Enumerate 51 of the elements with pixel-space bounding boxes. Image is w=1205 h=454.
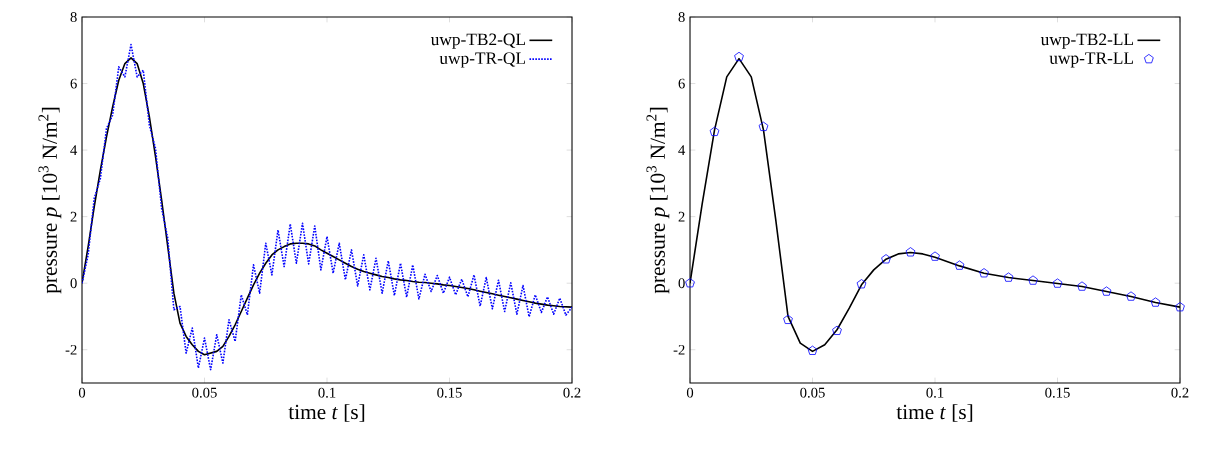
legend-label: uwp-TR-LL (1049, 52, 1133, 68)
point (758, 121, 769, 131)
x-tick-label: 0.15 (1045, 387, 1070, 398)
y-tick-label: 8 (678, 12, 685, 22)
x-tick-label: 0.15 (437, 387, 462, 398)
x-tick-label: 0.2 (563, 387, 581, 398)
x-tick-label: 0.2 (1171, 387, 1189, 398)
point (856, 279, 867, 289)
y-tick-label: -2 (673, 344, 685, 355)
point (1175, 302, 1185, 312)
y-tick-label: 6 (678, 78, 685, 89)
point (1101, 286, 1112, 296)
y-tick-label: 2 (70, 211, 77, 222)
point (1150, 297, 1161, 307)
legend-label: uwp-TB2-LL (1040, 33, 1133, 49)
point (1003, 272, 1014, 282)
x-tick-label: 0 (686, 387, 694, 398)
y-axis-title: pressure p [10$^{3}$ N/m$^{2}$] (646, 107, 670, 294)
point (881, 254, 891, 264)
x-tick-label: 0.1 (318, 387, 336, 398)
y-tick-label: 0 (70, 278, 77, 289)
x-tick-label: 0.1 (926, 387, 944, 398)
point (783, 314, 793, 324)
y-tick-label: 8 (70, 12, 77, 22)
y-axis-title: pressure p [10$^{3}$ N/m$^{2}$] (38, 107, 62, 294)
point (1028, 275, 1038, 285)
point (734, 51, 744, 62)
point (930, 251, 940, 261)
y-tick-label: 6 (70, 78, 77, 89)
legend-label: uwp-TB2-QL (430, 33, 525, 49)
point (807, 345, 818, 355)
point (1126, 291, 1136, 301)
y-tick-label: 4 (678, 145, 686, 155)
point (1052, 278, 1063, 288)
y-tick-label: -2 (65, 344, 77, 355)
x-tick-label: 0.05 (192, 387, 217, 398)
x-axis-title: time t [s] (288, 404, 365, 422)
point (979, 268, 989, 278)
point (709, 126, 720, 136)
y-tick-label: 4 (70, 145, 78, 155)
point (832, 325, 842, 335)
point (905, 247, 916, 257)
x-tick-label: 0.05 (800, 387, 825, 398)
x-tick-label: 0 (78, 387, 86, 398)
point (685, 278, 695, 288)
x-axis-title: time t [s] (896, 404, 973, 422)
point (954, 260, 965, 270)
point (1077, 281, 1087, 291)
y-tick-label: 2 (678, 211, 685, 222)
y-tick-label: 0 (678, 278, 685, 289)
legend-label: uwp-TR-QL (439, 52, 525, 68)
